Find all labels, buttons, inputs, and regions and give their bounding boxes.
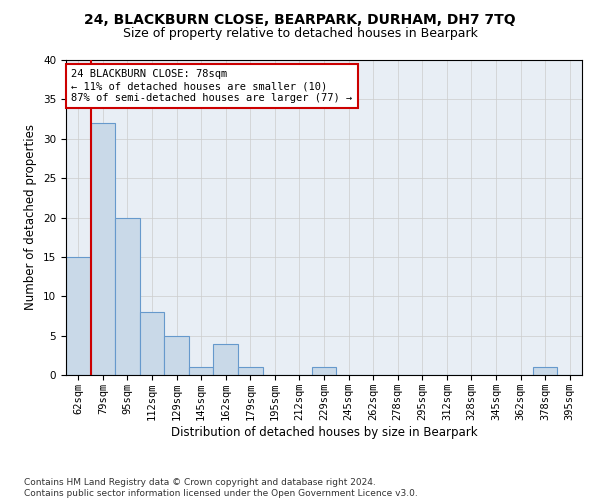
Bar [214, 344, 238, 375]
Bar [66, 257, 91, 375]
Text: 24 BLACKBURN CLOSE: 78sqm
← 11% of detached houses are smaller (10)
87% of semi-: 24 BLACKBURN CLOSE: 78sqm ← 11% of detac… [71, 70, 352, 102]
Bar [164, 336, 189, 375]
Bar [189, 367, 214, 375]
Bar [312, 367, 336, 375]
Y-axis label: Number of detached properties: Number of detached properties [25, 124, 37, 310]
Bar [140, 312, 164, 375]
Bar [115, 218, 140, 375]
Bar [238, 367, 263, 375]
Text: 24, BLACKBURN CLOSE, BEARPARK, DURHAM, DH7 7TQ: 24, BLACKBURN CLOSE, BEARPARK, DURHAM, D… [84, 12, 516, 26]
Bar [533, 367, 557, 375]
Text: Contains HM Land Registry data © Crown copyright and database right 2024.
Contai: Contains HM Land Registry data © Crown c… [24, 478, 418, 498]
X-axis label: Distribution of detached houses by size in Bearpark: Distribution of detached houses by size … [170, 426, 478, 438]
Bar [91, 123, 115, 375]
Text: Size of property relative to detached houses in Bearpark: Size of property relative to detached ho… [122, 28, 478, 40]
